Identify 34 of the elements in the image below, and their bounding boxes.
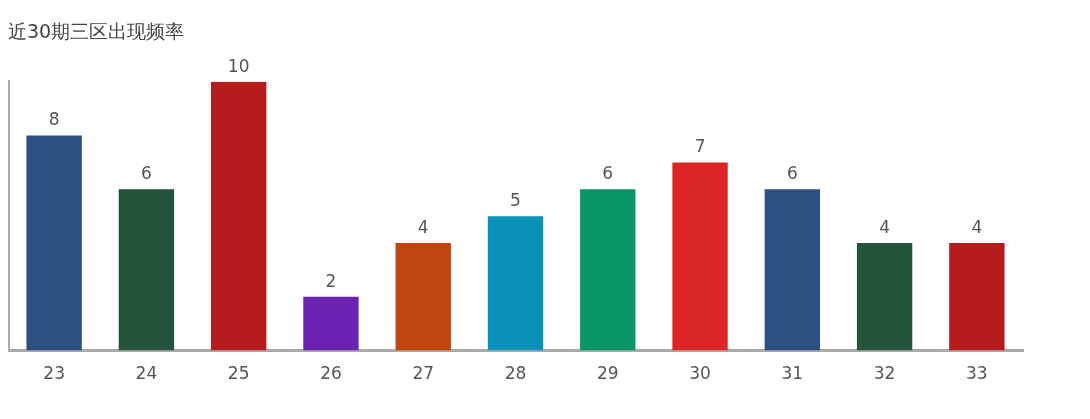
- x-tick-label: 26: [320, 363, 342, 384]
- x-tick-label: 30: [689, 363, 711, 384]
- bar: [856, 243, 913, 351]
- x-tick-label: 33: [966, 363, 988, 384]
- x-tick-label: 31: [781, 363, 804, 384]
- data-label: 4: [971, 217, 983, 237]
- x-tick-label: 29: [596, 363, 619, 384]
- data-label: 8: [48, 109, 60, 130]
- bar: [395, 243, 451, 351]
- bar: [26, 135, 82, 351]
- bar: [118, 189, 175, 351]
- bar: [672, 162, 728, 351]
- bar: [487, 216, 544, 351]
- x-tick-label: 32: [873, 363, 896, 384]
- data-label: 6: [141, 163, 152, 184]
- data-label: 2: [325, 270, 337, 291]
- x-tick-label: 23: [43, 363, 65, 384]
- bar: [211, 81, 267, 351]
- data-label: 4: [417, 217, 429, 237]
- data-label: 10: [227, 55, 250, 76]
- bar: [580, 189, 636, 351]
- chart-title: 近30期三区出现频率: [8, 20, 185, 43]
- bar: [764, 189, 820, 351]
- data-label: 7: [694, 136, 706, 157]
- data-label: 6: [602, 163, 614, 184]
- bar: [949, 243, 1005, 351]
- data-label: 5: [510, 190, 521, 211]
- x-tick-label: 28: [504, 363, 527, 384]
- data-label: 6: [786, 163, 798, 184]
- bar: [303, 296, 359, 351]
- x-tick-label: 24: [135, 363, 158, 384]
- x-tick-label: 25: [227, 363, 250, 384]
- data-label: 4: [879, 217, 890, 237]
- x-tick-label: 27: [412, 363, 435, 384]
